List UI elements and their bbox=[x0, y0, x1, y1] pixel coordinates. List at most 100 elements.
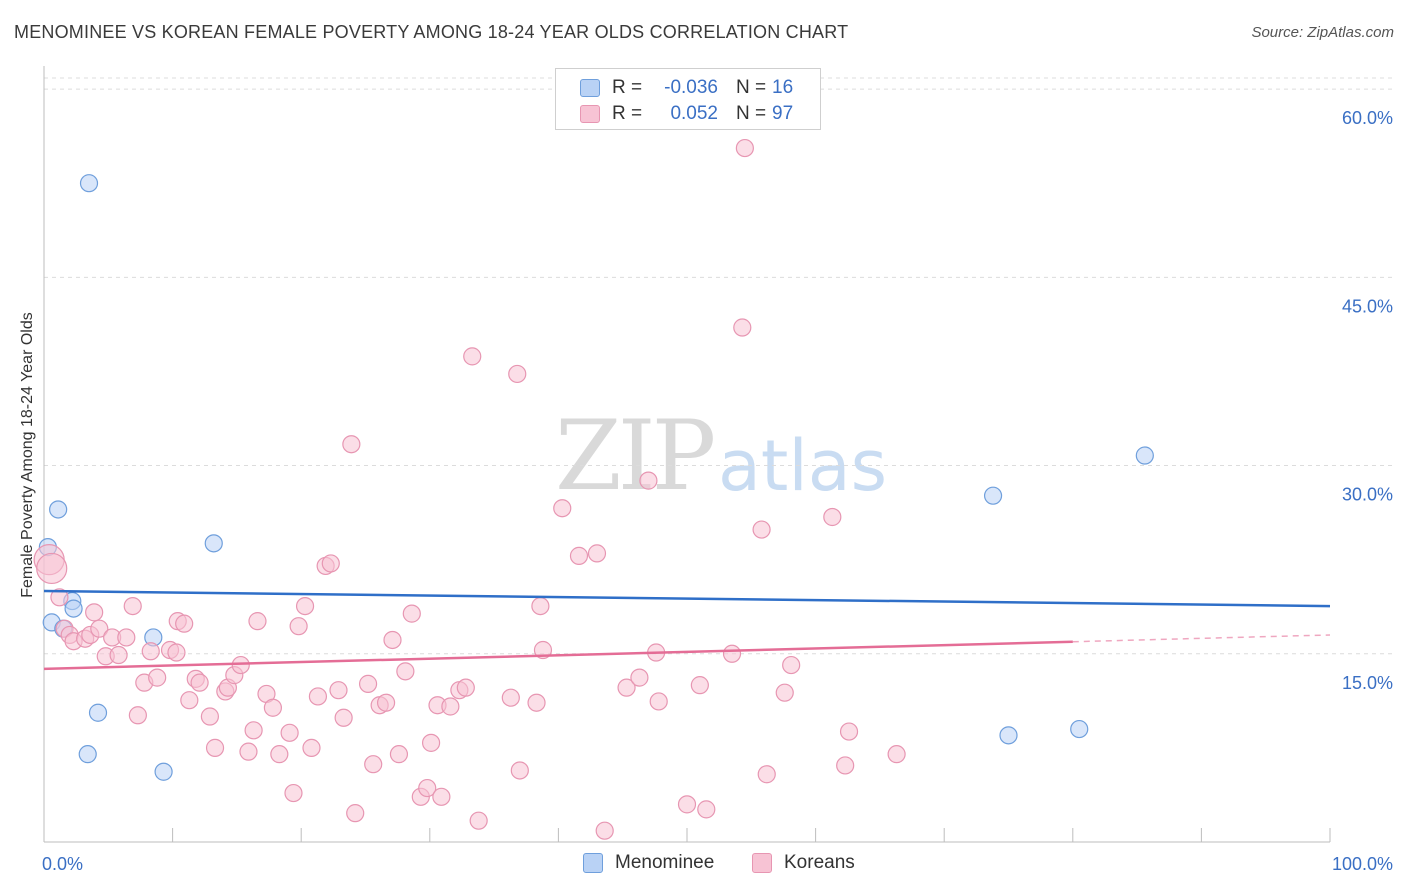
menominee-point bbox=[983, 486, 1003, 505]
menominee-point bbox=[999, 726, 1018, 745]
koreans-point bbox=[141, 642, 160, 661]
koreans-point bbox=[553, 499, 572, 518]
series-legend: Menominee Koreans bbox=[0, 851, 1406, 877]
koreans-point bbox=[587, 544, 607, 563]
koreans-trend-line bbox=[43, 640, 1073, 671]
koreans-point bbox=[200, 707, 219, 726]
koreans-point bbox=[421, 733, 441, 752]
menominee-point bbox=[154, 762, 173, 781]
koreans-point bbox=[441, 697, 460, 716]
y-tick-label: 45.0% bbox=[1342, 296, 1393, 316]
koreans-point bbox=[463, 347, 482, 366]
koreans-point bbox=[302, 738, 321, 757]
koreans-trend-extension bbox=[1072, 634, 1331, 643]
koreans-point bbox=[697, 800, 716, 819]
koreans-point bbox=[239, 742, 258, 761]
koreans-point bbox=[639, 471, 658, 490]
koreans-swatch bbox=[580, 105, 600, 123]
chart-title: MENOMINEE VS KOREAN FEMALE POVERTY AMONG… bbox=[14, 22, 849, 42]
menominee-swatch bbox=[580, 79, 600, 97]
legend-label-menominee: Menominee bbox=[615, 852, 715, 873]
koreans-point bbox=[190, 673, 209, 692]
koreans-point bbox=[402, 604, 421, 623]
koreans-point bbox=[376, 693, 396, 712]
menominee-point bbox=[88, 703, 108, 722]
x-tick-label: 100.0% bbox=[1332, 854, 1393, 874]
koreans-point bbox=[469, 811, 488, 830]
koreans-point bbox=[775, 683, 794, 702]
koreans-point bbox=[630, 668, 649, 687]
koreans-point bbox=[836, 756, 855, 775]
koreans-point bbox=[569, 546, 589, 565]
legend-row-menominee: R = -0.036 N = 16 bbox=[556, 75, 820, 101]
koreans-point bbox=[284, 783, 303, 803]
y-tick-label: 30.0% bbox=[1342, 485, 1393, 505]
koreans-point bbox=[358, 674, 378, 693]
koreans-point bbox=[456, 678, 475, 697]
koreans-point bbox=[231, 655, 250, 675]
menominee-point bbox=[1070, 719, 1089, 739]
menominee-trend-line bbox=[43, 589, 1331, 608]
koreans-point bbox=[289, 617, 308, 636]
legend-r-label: R = bbox=[612, 103, 643, 124]
koreans-point bbox=[649, 692, 668, 711]
koreans-point bbox=[383, 630, 402, 650]
koreans-point bbox=[248, 612, 267, 631]
y-axis-label: Female Poverty Among 18-24 Year Olds bbox=[19, 312, 36, 598]
koreans-point bbox=[752, 520, 771, 539]
koreans-point bbox=[782, 655, 801, 675]
koreans-point bbox=[396, 662, 415, 681]
koreans-point bbox=[128, 706, 147, 725]
legend-row-koreans: R = 0.052 N = 97 bbox=[556, 101, 820, 127]
koreans-point bbox=[329, 681, 348, 700]
menominee-point bbox=[204, 534, 223, 553]
koreans-point bbox=[617, 678, 636, 697]
koreans-point bbox=[432, 787, 451, 806]
koreans-point bbox=[175, 614, 194, 633]
koreans-point bbox=[533, 640, 553, 660]
legend-n-value: 97 bbox=[772, 103, 794, 124]
koreans-point bbox=[123, 596, 142, 616]
koreans-point bbox=[595, 821, 614, 840]
koreans-point bbox=[531, 596, 550, 616]
source-credit: Source: ZipAtlas.com bbox=[1251, 24, 1394, 41]
x-tick-label: 0.0% bbox=[42, 854, 83, 874]
menominee-point bbox=[78, 745, 97, 764]
correlation-legend: R = -0.036 N = 16 R = 0.052 N = 97 bbox=[555, 68, 821, 130]
menominee-point bbox=[49, 500, 68, 519]
legend-r-value: -0.036 bbox=[664, 77, 718, 98]
koreans-point bbox=[36, 552, 68, 585]
koreans-point bbox=[90, 619, 109, 638]
koreans-point bbox=[270, 745, 289, 764]
koreans-legend-swatch bbox=[752, 853, 772, 873]
koreans-point bbox=[342, 435, 361, 454]
legend-n-value: 16 bbox=[772, 77, 794, 98]
koreans-point bbox=[823, 507, 842, 527]
koreans-point bbox=[280, 723, 299, 742]
koreans-point bbox=[722, 644, 742, 663]
legend-n-label: N = bbox=[736, 77, 767, 98]
koreans-point bbox=[50, 588, 69, 607]
koreans-point bbox=[735, 138, 754, 158]
koreans-point bbox=[295, 596, 315, 616]
menominee-legend-swatch bbox=[583, 853, 603, 873]
koreans-point bbox=[148, 668, 167, 687]
koreans-point bbox=[117, 628, 136, 647]
koreans-point bbox=[263, 698, 283, 717]
koreans-point bbox=[757, 765, 776, 784]
koreans-point bbox=[205, 738, 225, 757]
koreans-point bbox=[887, 745, 906, 764]
koreans-point bbox=[839, 722, 859, 741]
legend-r-value: 0.052 bbox=[670, 103, 718, 124]
koreans-point bbox=[85, 603, 104, 622]
koreans-point bbox=[508, 364, 527, 384]
koreans-point bbox=[389, 745, 409, 764]
koreans-point bbox=[364, 755, 383, 774]
koreans-point bbox=[690, 676, 709, 695]
koreans-point bbox=[334, 708, 353, 727]
koreans-point bbox=[346, 804, 365, 823]
menominee-point bbox=[79, 174, 99, 193]
y-tick-label: 60.0% bbox=[1342, 108, 1393, 128]
koreans-point bbox=[733, 318, 752, 337]
